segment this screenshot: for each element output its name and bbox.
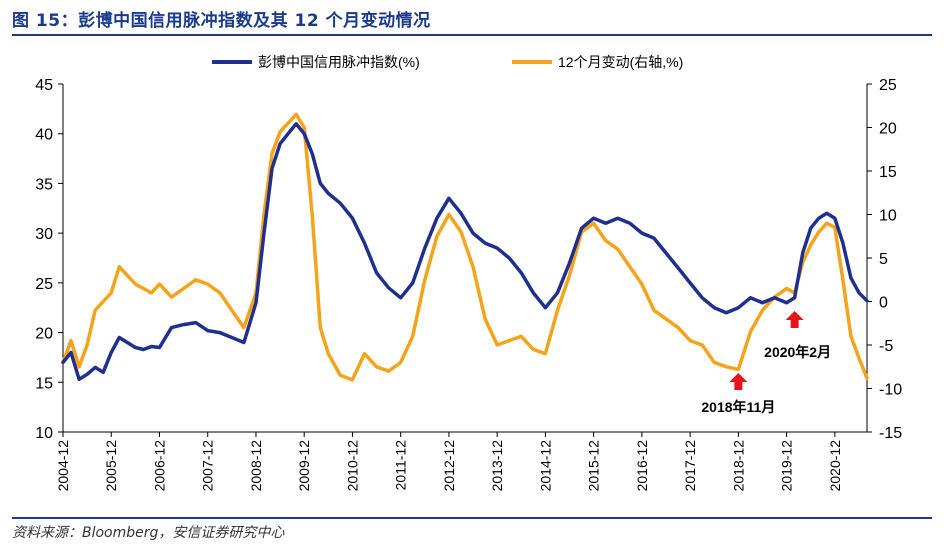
left-tick-label: 45 [35, 77, 53, 94]
left-tick-label: 40 [35, 127, 53, 144]
left-tick-label: 35 [35, 176, 53, 193]
right-tick-label: 15 [879, 164, 897, 181]
left-tick-label: 15 [35, 375, 53, 392]
legend-label-credit-impulse: 彭博中国信用脉冲指数(%) [258, 54, 420, 70]
x-tick-label: 2015-12 [586, 440, 602, 492]
annotation-label-2020-02: 2020年2月 [764, 344, 831, 360]
left-tick-label: 25 [35, 276, 53, 293]
title-rule [12, 34, 932, 36]
x-tick-label: 2004-12 [55, 440, 71, 492]
source-note: 资料来源：Bloomberg，安信证券研究中心 [12, 525, 285, 541]
right-tick-label: 20 [879, 121, 897, 138]
right-tick-label: -5 [879, 338, 893, 355]
left-tick-label: 20 [35, 326, 53, 343]
right-tick-label: 10 [879, 208, 897, 225]
right-tick-label: -15 [879, 425, 902, 442]
x-tick-label: 2020-12 [827, 440, 843, 492]
x-tick-label: 2018-12 [730, 440, 746, 492]
x-tick-label: 2010-12 [344, 440, 360, 492]
x-tick-label: 2009-12 [296, 440, 312, 492]
right-tick-label: 0 [879, 295, 888, 312]
right-tick-label: 25 [879, 77, 897, 94]
source-rule [12, 517, 932, 519]
x-tick-label: 2011-12 [393, 440, 409, 491]
annotation-label-2018-11: 2018年11月 [701, 399, 775, 415]
x-tick-label: 2013-12 [489, 440, 505, 492]
right-tick-label: -10 [879, 382, 902, 399]
left-tick-label: 10 [35, 425, 53, 442]
x-tick-label: 2005-12 [103, 440, 119, 492]
x-tick-label: 2014-12 [537, 440, 553, 492]
series-line-credit-impulse [61, 122, 869, 382]
x-tick-label: 2017-12 [682, 440, 698, 492]
x-tick-label: 2016-12 [634, 440, 650, 492]
series-line-12m-change [61, 112, 869, 382]
left-tick-label: 30 [35, 226, 53, 243]
credit-impulse-chart: 10 15 20 25 30 35 40 45 -15 -10 -5 0 5 10 15 20 25 2004-1… [35, 54, 902, 492]
x-tick-label: 2006-12 [151, 440, 167, 492]
annotation-arrow-2018-11 [729, 373, 748, 390]
right-tick-label: 5 [879, 251, 888, 268]
figure-title: 图 15：彭博中国信用脉冲指数及其 12 个月变动情况 [12, 11, 431, 31]
annotation-arrow-2020-02 [785, 311, 804, 328]
x-tick-label: 2019-12 [779, 440, 795, 492]
legend-label-12m-change: 12个月变动(右轴,%) [558, 54, 683, 70]
x-tick-label: 2007-12 [200, 440, 216, 492]
x-tick-label: 2008-12 [248, 440, 264, 492]
x-tick-label: 2012-12 [441, 440, 457, 492]
